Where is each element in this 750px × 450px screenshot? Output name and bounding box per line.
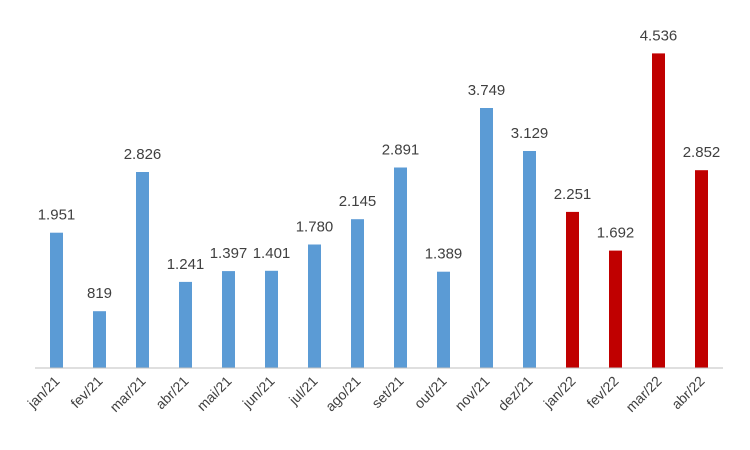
bar-mai-21 [222, 271, 235, 368]
value-label-out-21: 1.389 [425, 246, 463, 263]
bar-mar-22 [652, 53, 665, 369]
value-label-fev-21: 819 [87, 285, 112, 302]
value-labels-group: 1.951 819 2.826 1.241 1.397 1.401 1.780 2.145 2.… [38, 27, 721, 302]
bar-mar-21 [136, 172, 149, 368]
value-label-ago-21: 2.145 [339, 193, 377, 210]
x-tick-labels-group: jan/21 fev/21 mar/21 abr/21 mai/21 jun/21 jul/… [24, 373, 708, 415]
bar-dez-21 [523, 151, 536, 368]
value-label-jan-22: 2.251 [554, 186, 592, 203]
x-tick-label-mar-22: mar/22 [622, 373, 664, 415]
value-label-dez-21: 3.129 [511, 125, 549, 142]
value-label-set-21: 2.891 [382, 142, 420, 159]
bar-jul-21 [308, 244, 321, 368]
bar-fev-22 [609, 250, 622, 368]
x-tick-label-abr-22: abr/22 [668, 373, 708, 413]
bar-jan-22 [566, 211, 579, 368]
bar-ago-21 [351, 219, 364, 368]
value-label-mar-22: 4.536 [640, 27, 678, 44]
x-tick-label-abr-21: abr/21 [152, 373, 192, 413]
bars-group [50, 53, 708, 369]
value-label-jun-21: 1.401 [253, 245, 291, 262]
value-label-mai-21: 1.397 [210, 245, 248, 262]
bar-fev-21 [93, 311, 106, 368]
bar-out-21 [437, 271, 450, 368]
x-tick-label-fev-21: fev/21 [67, 373, 105, 411]
value-label-nov-21: 3.749 [468, 82, 506, 99]
x-tick-label-jun-21: jun/21 [239, 373, 278, 412]
x-tick-label-mai-21: mai/21 [194, 373, 235, 414]
value-label-abr-22: 2.852 [683, 144, 721, 161]
bar-jun-21 [265, 270, 278, 368]
x-tick-label-fev-22: fev/22 [583, 373, 621, 411]
x-tick-label-dez-21: dez/21 [495, 373, 536, 414]
x-tick-label-ago-21: ago/21 [322, 373, 364, 415]
x-tick-label-nov-21: nov/21 [452, 373, 493, 414]
bar-abr-22 [695, 170, 708, 368]
bar-jan-21 [50, 232, 63, 368]
value-label-jan-21: 1.951 [38, 207, 76, 224]
bar-nov-21 [480, 108, 493, 368]
x-tick-label-set-21: set/21 [368, 373, 406, 411]
value-label-jul-21: 1.780 [296, 219, 334, 236]
value-label-fev-22: 1.692 [597, 225, 635, 242]
value-label-mar-21: 2.826 [124, 146, 162, 163]
x-tick-label-out-21: out/21 [411, 373, 450, 412]
x-tick-label-jul-21: jul/21 [285, 373, 321, 409]
x-tick-label-mar-21: mar/21 [106, 373, 148, 415]
x-tick-label-jan-22: jan/22 [540, 373, 579, 412]
bar-abr-21 [179, 281, 192, 368]
value-label-abr-21: 1.241 [167, 256, 205, 273]
bar-set-21 [394, 167, 407, 368]
x-tick-label-jan-21: jan/21 [24, 373, 63, 412]
